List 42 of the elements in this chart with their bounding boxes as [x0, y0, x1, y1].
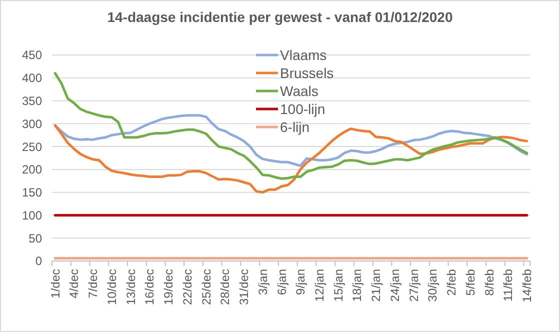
x-tick-label: 16/dec — [142, 269, 157, 306]
x-tick-label: 9/jan — [294, 269, 308, 296]
y-tick-label: 200 — [22, 162, 42, 177]
x-tick-label: 2/feb — [444, 268, 459, 296]
y-tick-label: 150 — [22, 186, 42, 200]
x-tick-label: 13/dec — [124, 269, 138, 306]
y-tick-label: 450 — [22, 48, 42, 62]
x-tick-label: 31/dec — [237, 269, 252, 306]
chart-title: 14-daagse incidentie per gewest - vanaf 01/012/2020 — [107, 9, 453, 25]
x-tick-label: 6/jan — [274, 269, 289, 296]
x-tick-label: 1/dec — [48, 269, 62, 298]
x-tick-label: 10/dec — [104, 269, 119, 306]
legend-label: 100-lijn — [280, 100, 326, 117]
x-tick-label: 8/feb — [482, 268, 496, 296]
x-tick-label: 18/jan — [350, 269, 364, 302]
legend-label: Brussels — [280, 64, 334, 81]
x-tick-label: 19/dec — [162, 269, 176, 306]
legend-label: Waals — [280, 82, 318, 99]
x-tick-label: 3/jan — [256, 269, 270, 296]
x-tick-label: 21/jan — [369, 269, 384, 302]
y-tick-label: 0 — [35, 254, 42, 268]
x-tick-label: 24/jan — [388, 269, 402, 302]
x-tick-label: 12/jan — [312, 269, 327, 302]
x-tick-label: 14/feb — [520, 268, 534, 302]
x-tick-label: 7/dec — [86, 269, 100, 298]
x-tick-label: 4/dec — [67, 269, 82, 298]
x-tick-label: 5/feb — [463, 268, 478, 296]
x-tick-label: 22/dec — [180, 269, 194, 306]
legend-label: Vlaams — [280, 46, 327, 63]
y-tick-label: 350 — [22, 94, 42, 108]
x-tick-label: 28/dec — [218, 269, 232, 306]
y-tick-label: 50 — [28, 231, 42, 246]
x-tick-label: 11/feb — [501, 268, 516, 302]
y-tick-label: 400 — [22, 71, 42, 86]
y-tick-label: 300 — [22, 116, 42, 131]
y-tick-label: 250 — [22, 140, 42, 154]
x-tick-label: 25/dec — [199, 269, 214, 306]
y-tick-label: 100 — [22, 208, 42, 222]
x-tick-label: 30/jan — [426, 269, 440, 302]
x-tick-label: 15/jan — [331, 269, 346, 302]
legend-label: 6-lijn — [280, 118, 310, 135]
x-tick-label: 27/jan — [406, 269, 421, 302]
